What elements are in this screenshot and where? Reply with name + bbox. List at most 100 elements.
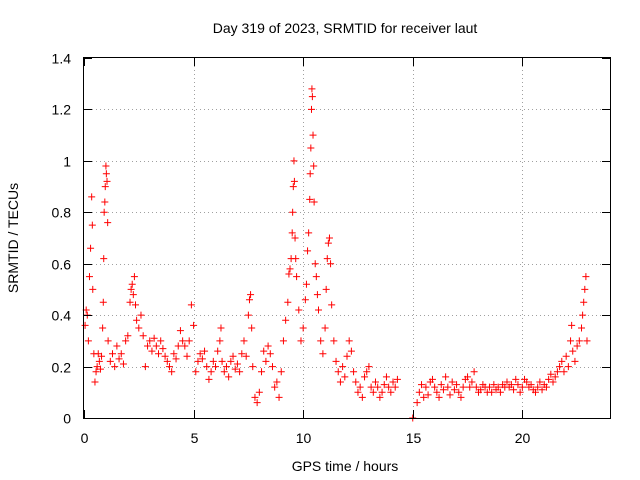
data-point	[556, 363, 564, 371]
data-point	[124, 332, 132, 340]
chart-title: Day 319 of 2023, SRMTID for receiver lau…	[213, 20, 478, 36]
data-point	[420, 393, 428, 401]
data-point	[321, 324, 329, 332]
data-point	[309, 131, 317, 139]
data-point	[571, 357, 579, 365]
data-point	[216, 337, 224, 345]
data-point	[176, 327, 184, 335]
data-point	[549, 378, 557, 386]
data-point	[289, 183, 297, 191]
data-point	[448, 378, 456, 386]
y-tick-label: 0	[63, 411, 71, 427]
data-point	[155, 350, 163, 358]
data-point	[468, 378, 476, 386]
data-point	[308, 85, 316, 93]
data-point	[218, 357, 226, 365]
data-point	[170, 350, 178, 358]
data-point	[146, 337, 154, 345]
data-point	[117, 350, 125, 358]
data-point	[304, 247, 312, 255]
data-point	[157, 337, 165, 345]
y-tick-label: 1.4	[52, 51, 72, 67]
data-point	[285, 270, 293, 278]
data-point	[128, 280, 136, 288]
data-point	[496, 388, 504, 396]
data-point	[297, 337, 305, 345]
y-tick-label: 0.6	[52, 257, 72, 273]
data-point	[490, 381, 498, 389]
data-point	[244, 311, 252, 319]
data-point	[150, 334, 158, 342]
data-point	[305, 229, 313, 237]
data-point	[558, 357, 566, 365]
data-point	[319, 350, 327, 358]
data-point	[325, 234, 333, 242]
data-point	[306, 195, 314, 203]
data-point	[327, 260, 335, 268]
x-tick-label: 5	[191, 430, 199, 446]
data-point	[172, 355, 180, 363]
data-point	[336, 378, 344, 386]
data-point	[103, 177, 111, 185]
data-point	[220, 368, 228, 376]
data-point	[141, 363, 149, 371]
data-point	[293, 273, 301, 281]
data-point	[148, 347, 156, 355]
data-point	[227, 357, 235, 365]
data-point	[159, 345, 167, 353]
data-point	[510, 386, 518, 394]
data-point	[87, 244, 95, 252]
data-point	[248, 324, 256, 332]
data-point	[255, 388, 263, 396]
data-point	[347, 347, 355, 355]
data-point	[551, 373, 559, 381]
data-point	[369, 388, 377, 396]
data-point	[453, 381, 461, 389]
data-point	[129, 291, 137, 299]
data-point	[273, 378, 281, 386]
data-point	[95, 357, 103, 365]
data-point	[165, 363, 173, 371]
data-point	[290, 157, 298, 165]
data-point	[578, 324, 586, 332]
data-point	[380, 381, 388, 389]
y-tick-label: 1	[63, 154, 71, 170]
data-point	[538, 386, 546, 394]
data-point	[560, 368, 568, 376]
data-point	[168, 368, 176, 376]
data-point	[516, 388, 524, 396]
data-point	[207, 368, 215, 376]
data-point	[192, 368, 200, 376]
data-point	[111, 363, 119, 371]
y-axis-label: SRMTID / TECUs	[5, 183, 21, 293]
data-point	[88, 221, 96, 229]
data-point	[378, 388, 386, 396]
data-point	[89, 285, 97, 293]
data-point	[583, 337, 591, 345]
data-point	[275, 393, 283, 401]
data-point	[485, 383, 493, 391]
data-point	[428, 375, 436, 383]
data-point	[91, 378, 99, 386]
data-point	[286, 265, 294, 273]
data-point	[113, 342, 121, 350]
data-point	[100, 255, 108, 263]
data-point	[382, 373, 390, 381]
data-point	[242, 352, 250, 360]
data-point	[84, 337, 92, 345]
data-point	[527, 381, 535, 389]
data-point	[317, 337, 325, 345]
data-point	[415, 388, 423, 396]
data-point	[266, 350, 274, 358]
x-axis-label: GPS time / hours	[292, 458, 399, 474]
data-point	[352, 378, 360, 386]
data-point	[494, 383, 502, 391]
data-point	[96, 365, 104, 373]
data-point	[322, 285, 330, 293]
data-point	[387, 388, 395, 396]
data-point	[306, 170, 314, 178]
data-point	[361, 373, 369, 381]
data-point	[288, 229, 296, 237]
data-point	[512, 375, 520, 383]
data-point	[108, 350, 116, 358]
